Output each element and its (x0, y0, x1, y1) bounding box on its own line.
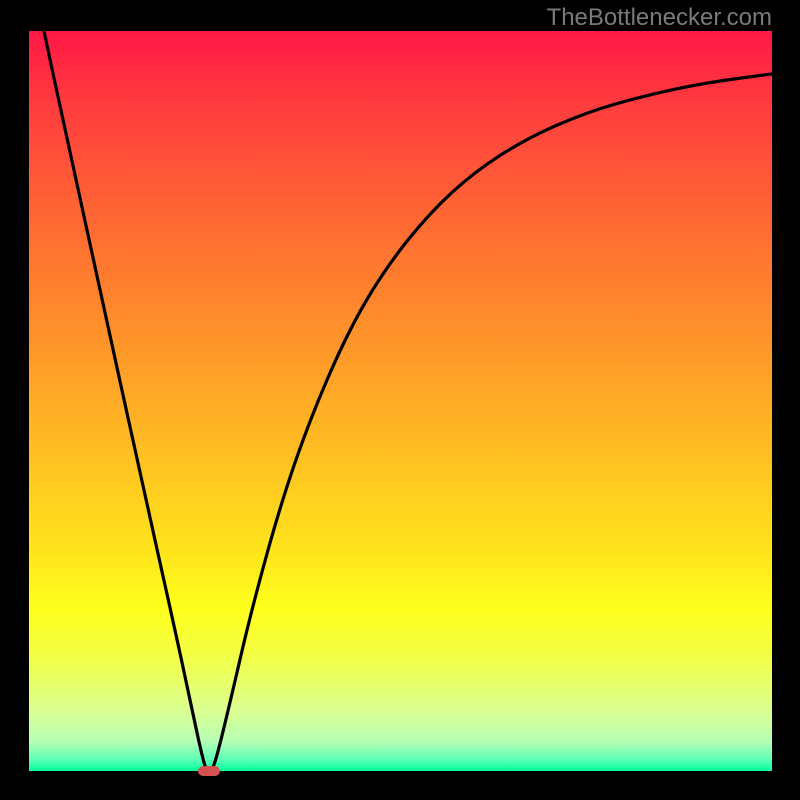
bottleneck-curve (29, 31, 772, 771)
plot-area (29, 31, 772, 771)
watermark-text: TheBottlenecker.com (547, 4, 772, 32)
curve-path (29, 0, 772, 771)
optimum-marker (198, 766, 220, 776)
chart-container: TheBottlenecker.com (0, 0, 800, 800)
